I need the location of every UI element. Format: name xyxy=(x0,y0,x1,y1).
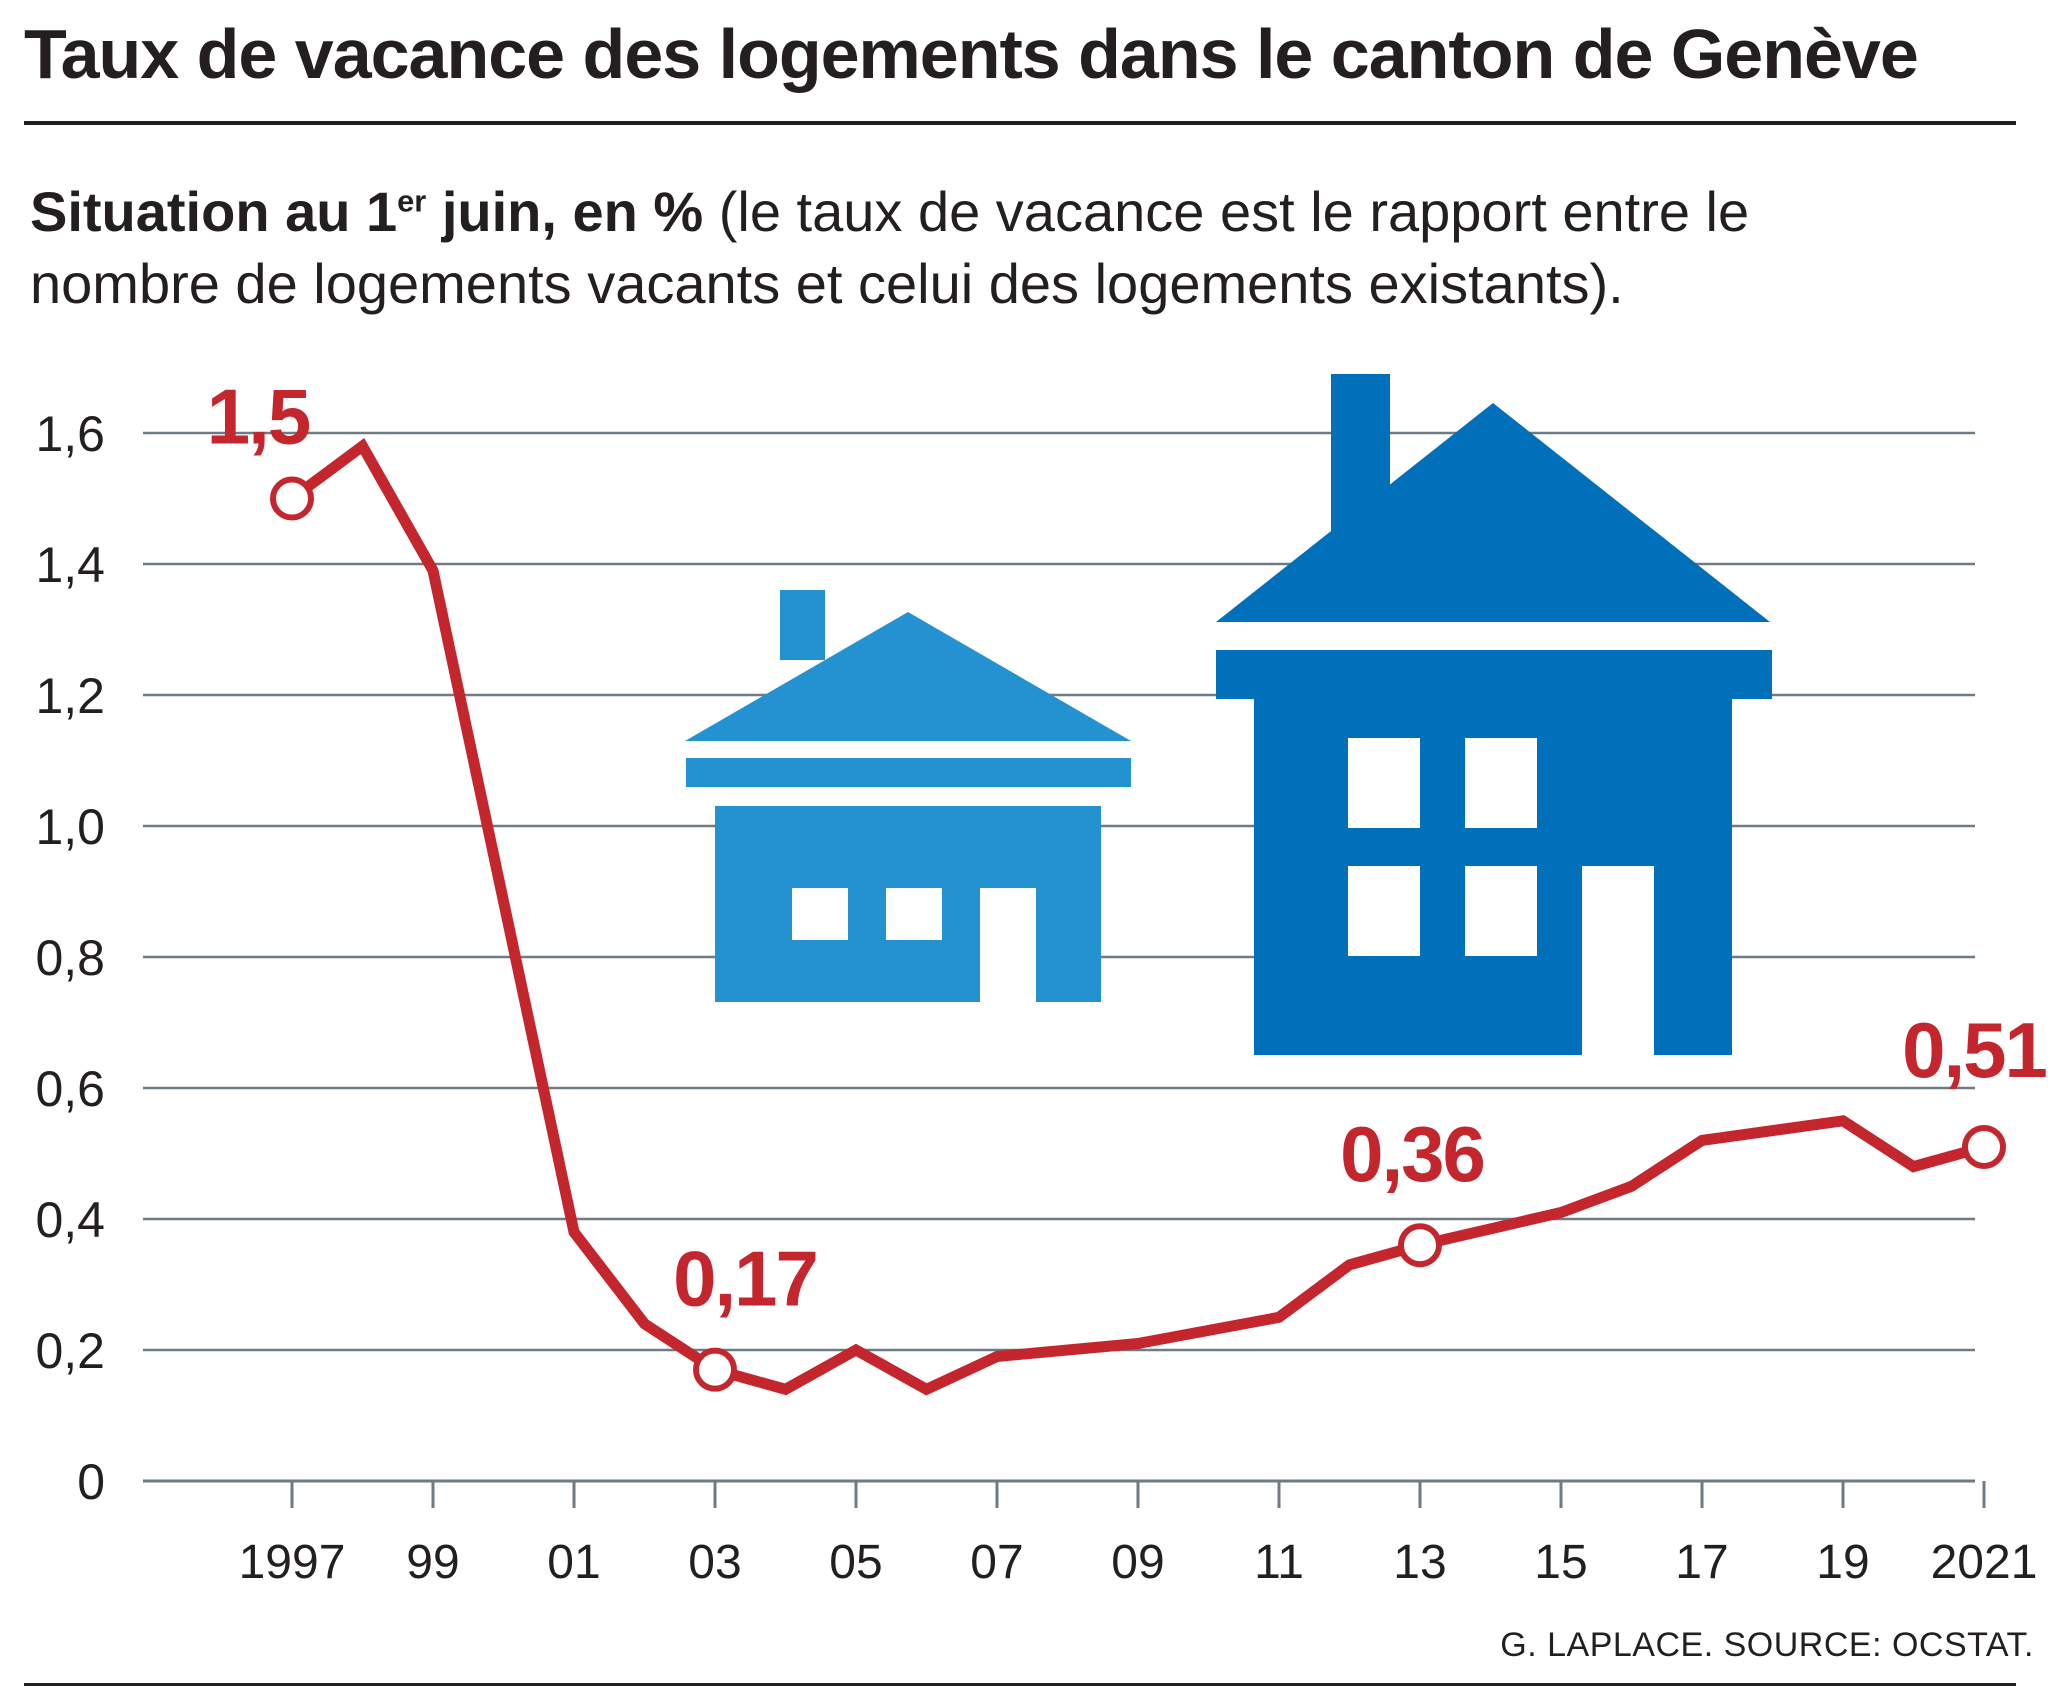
subtitle-rest: (le taux de vacance est le rapport entre… xyxy=(30,180,1750,315)
x-tick-label: 19 xyxy=(1816,1536,1869,1589)
subtitle-bold-pre: Situation au 1 xyxy=(30,180,398,243)
x-tick-label: 99 xyxy=(406,1536,459,1589)
data-label: 1,5 xyxy=(207,373,310,461)
x-axis: 1997 99 01 03 05 07 09 11 13 15 17 19 2021 xyxy=(239,1481,2038,1589)
title-divider xyxy=(24,121,2016,125)
data-point-marker xyxy=(1962,1124,2006,1169)
y-tick-label: 0,4 xyxy=(35,1192,105,1248)
series-layer xyxy=(270,437,2006,1396)
x-tick-label: 15 xyxy=(1534,1536,1587,1589)
subtitle-bold-post: juin, en % xyxy=(426,180,704,243)
y-tick-label: 0,6 xyxy=(35,1061,105,1117)
series-line xyxy=(288,437,1986,1396)
small-house-icon xyxy=(685,590,1131,1002)
y-tick-label: 0 xyxy=(77,1454,105,1510)
y-tick-label: 1,0 xyxy=(35,799,105,855)
footer-divider xyxy=(24,1683,2016,1686)
subtitle-bold: Situation au 1er juin, en % xyxy=(30,180,703,243)
x-tick-label: 17 xyxy=(1675,1536,1728,1589)
subtitle-bold-sup: er xyxy=(397,183,427,219)
x-tick-label: 09 xyxy=(1111,1536,1164,1589)
data-label: 0,36 xyxy=(1340,1110,1484,1198)
y-tick-label: 0,2 xyxy=(35,1323,105,1379)
source-credit: G. LAPLACE. SOURCE: OCSTAT. xyxy=(1500,1626,2034,1664)
y-tick-label: 1,2 xyxy=(35,668,105,724)
y-tick-label: 1,4 xyxy=(35,537,105,593)
y-axis-labels: 0 0,2 0,4 0,6 0,8 1,0 1,2 1,4 1,6 xyxy=(35,406,105,1510)
y-tick-label: 0,8 xyxy=(35,930,105,986)
x-tick-label: 11 xyxy=(1254,1536,1304,1589)
x-tick-label: 13 xyxy=(1393,1536,1446,1589)
x-tick-label: 07 xyxy=(970,1536,1023,1589)
x-tick-label: 01 xyxy=(547,1536,600,1589)
chart-title: Taux de vacance des logements dans le ca… xyxy=(24,15,1919,93)
data-label: 0,17 xyxy=(673,1235,817,1323)
data-labels: 1,5 0,17 0,36 0,51 xyxy=(207,373,2048,1323)
x-tick-label: 1997 xyxy=(239,1536,346,1589)
x-tick-label: 2021 xyxy=(1931,1536,2038,1589)
x-tick-label: 03 xyxy=(688,1536,741,1589)
data-point-marker xyxy=(270,476,314,521)
data-label: 0,51 xyxy=(1902,1006,2046,1094)
houses-illustration xyxy=(685,374,1772,1055)
y-tick-label: 1,6 xyxy=(35,406,105,462)
data-point-marker xyxy=(1398,1223,1442,1268)
large-house-icon xyxy=(1216,374,1772,1055)
chart-subtitle: Situation au 1er juin, en % (le taux de … xyxy=(30,176,1910,320)
data-point-marker xyxy=(693,1347,737,1392)
x-tick-label: 05 xyxy=(829,1536,882,1589)
